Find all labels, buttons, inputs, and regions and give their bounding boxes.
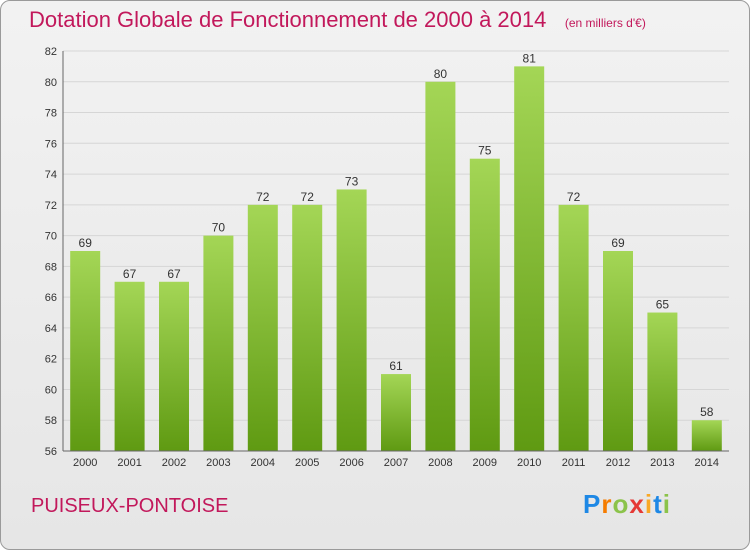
logo-letter: o — [612, 489, 630, 519]
logo-letter: P — [583, 489, 602, 519]
x-tick-label: 2000 — [73, 457, 97, 469]
y-tick-label: 74 — [45, 169, 57, 181]
bar — [603, 251, 633, 451]
bar-value-label: 67 — [123, 267, 137, 281]
y-tick-label: 62 — [45, 354, 57, 366]
bars — [70, 66, 722, 452]
bar — [514, 66, 545, 451]
x-tick-label: 2002 — [162, 457, 186, 469]
title-row: Dotation Globale de Fonctionnement de 20… — [29, 7, 646, 33]
y-tick-label: 70 — [45, 231, 57, 243]
chart-unit-note: (en milliers d'€) — [564, 16, 646, 30]
bar — [381, 374, 411, 451]
bar-value-label: 65 — [656, 298, 670, 312]
bar — [691, 420, 722, 451]
bar-value-label: 69 — [79, 236, 93, 250]
y-tick-label: 58 — [45, 415, 57, 427]
bar-value-label: 72 — [567, 190, 581, 204]
chart-title: Dotation Globale de Fonctionnement de 20… — [29, 7, 547, 32]
y-tick-label: 66 — [45, 292, 57, 304]
y-tick-label: 72 — [45, 200, 57, 212]
x-tick-label: 2013 — [650, 457, 674, 469]
bar — [203, 235, 234, 451]
x-tick-label: 2014 — [695, 457, 719, 469]
labels: 56 58 60 62 64 66 68 70 72 74 76 78 80 82 69 2000 67 2001… — [45, 46, 719, 469]
logo-letter: r — [601, 489, 613, 519]
bar — [558, 204, 589, 451]
proxiti-logo: Proxiti — [583, 489, 671, 520]
y-tick-label: 56 — [45, 446, 57, 458]
y-tick-label: 82 — [45, 46, 57, 58]
bar — [247, 204, 278, 451]
bar-value-label: 72 — [301, 190, 315, 204]
bar — [425, 81, 456, 452]
y-tick-label: 76 — [45, 138, 57, 150]
x-tick-label: 2006 — [339, 457, 363, 469]
x-tick-label: 2007 — [384, 457, 408, 469]
bar-value-label: 72 — [256, 190, 270, 204]
bar — [336, 189, 367, 451]
bar-value-label: 75 — [478, 144, 492, 158]
bar-value-label: 81 — [523, 51, 537, 65]
bar-value-label: 58 — [700, 405, 714, 419]
logo-letter: i — [662, 489, 671, 519]
bar — [70, 251, 101, 451]
bar-value-label: 69 — [611, 236, 625, 250]
bar-value-label: 80 — [434, 67, 448, 81]
y-tick-label: 78 — [45, 108, 57, 120]
x-tick-label: 2012 — [606, 457, 630, 469]
axes — [62, 51, 729, 452]
y-tick-label: 80 — [45, 77, 57, 89]
x-tick-label: 2005 — [295, 457, 319, 469]
x-tick-label: 2011 — [562, 457, 586, 469]
x-tick-label: 2003 — [206, 457, 230, 469]
x-tick-label: 2004 — [251, 457, 275, 469]
y-tick-label: 60 — [45, 384, 57, 396]
bar — [292, 204, 323, 451]
bar — [159, 281, 189, 451]
logo-letter: i — [644, 489, 654, 519]
bar — [647, 312, 678, 451]
y-tick-label: 68 — [45, 261, 57, 273]
commune-name: PUISEUX-PONTOISE — [31, 495, 229, 517]
bar-value-label: 67 — [167, 267, 181, 281]
x-tick-label: 2009 — [473, 457, 497, 469]
y-tick-label: 64 — [45, 323, 57, 335]
x-tick-label: 2001 — [117, 457, 141, 469]
x-tick-label: 2008 — [428, 457, 452, 469]
bar-value-label: 61 — [389, 359, 403, 373]
x-tick-label: 2010 — [517, 457, 541, 469]
bar-value-label: 73 — [345, 174, 359, 188]
logo-letter: x — [629, 489, 645, 519]
logo-letter: t — [653, 489, 663, 519]
bar — [114, 281, 145, 451]
bar-value-label: 70 — [212, 221, 226, 235]
bar — [469, 158, 500, 451]
